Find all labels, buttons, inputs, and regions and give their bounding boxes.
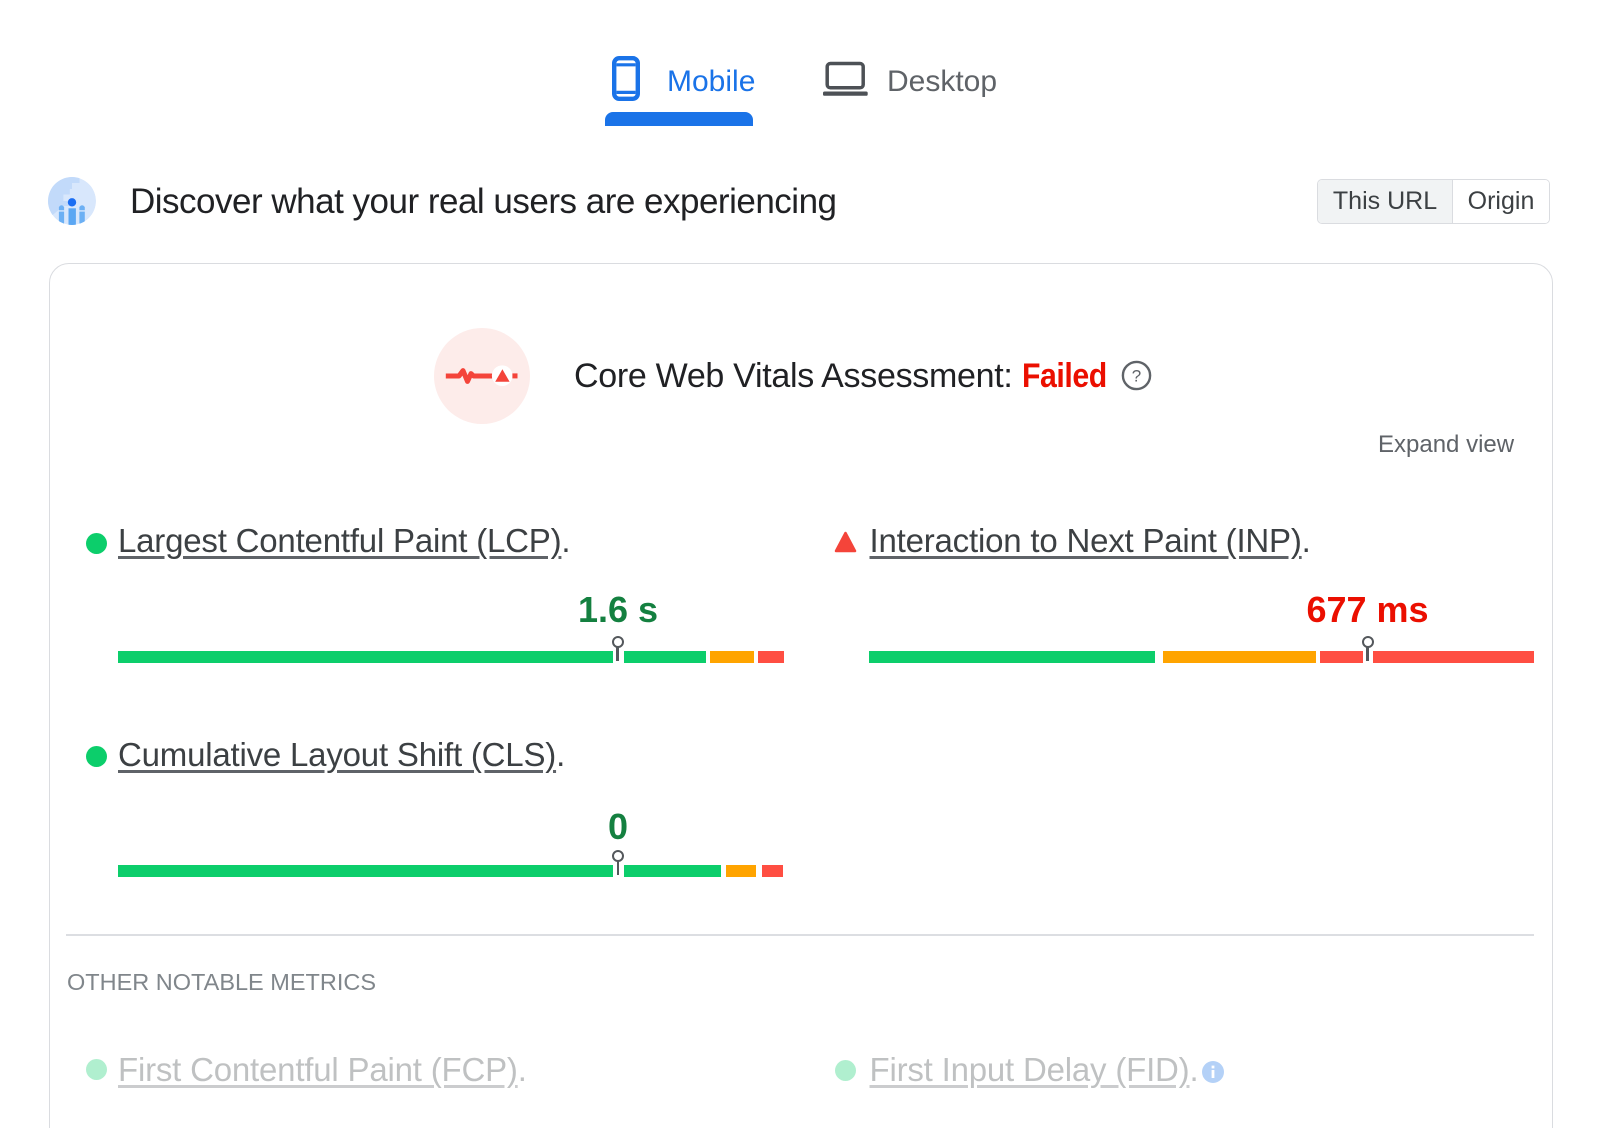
svg-text:?: ? [1132, 367, 1141, 386]
